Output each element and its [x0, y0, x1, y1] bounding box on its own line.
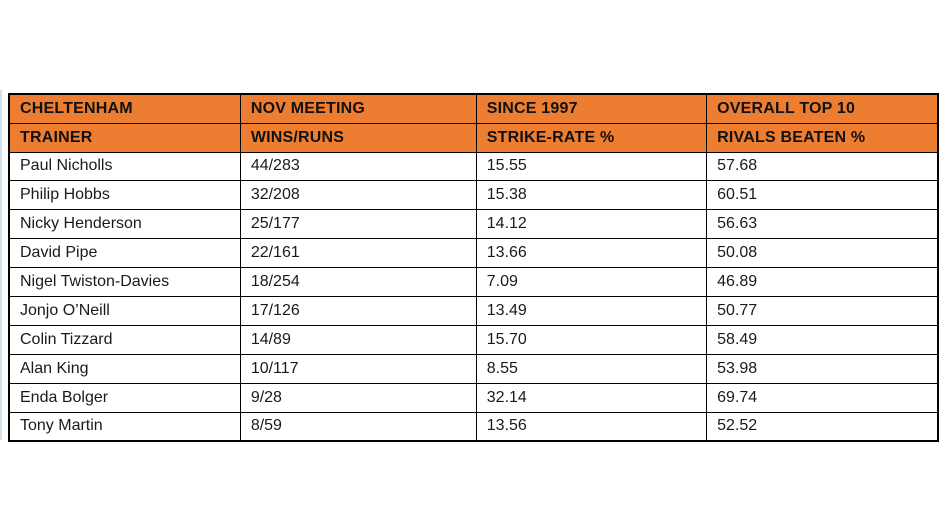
table-row: Jonjo O’Neill 17/126 13.49 50.77 — [8, 295, 939, 326]
rivals-beaten-cell: 69.74 — [706, 382, 939, 413]
trainer-cell: David Pipe — [8, 238, 241, 269]
wins-runs-cell: 14/89 — [239, 324, 477, 355]
header-row-columns: TRAINER WINS/RUNS STRIKE-RATE % RIVALS B… — [8, 122, 939, 153]
header-cheltenham: CHELTENHAM — [8, 93, 241, 124]
header-rivals-beaten: RIVALS BEATEN % — [706, 122, 939, 153]
wins-runs-cell: 17/126 — [239, 295, 477, 326]
rivals-beaten-cell: 53.98 — [706, 353, 939, 384]
header-since-1997: SINCE 1997 — [475, 93, 708, 124]
strike-rate-cell: 15.55 — [475, 151, 708, 182]
rivals-beaten-cell: 58.49 — [706, 324, 939, 355]
strike-rate-cell: 32.14 — [475, 382, 708, 413]
wins-runs-cell: 22/161 — [239, 238, 477, 269]
header-overall-top10: OVERALL TOP 10 — [706, 93, 939, 124]
trainer-cell: Nicky Henderson — [8, 209, 241, 240]
strike-rate-cell: 8.55 — [475, 353, 708, 384]
trainer-cell: Jonjo O’Neill — [8, 295, 241, 326]
trainer-cell: Enda Bolger — [8, 382, 241, 413]
trainer-cell: Colin Tizzard — [8, 324, 241, 355]
table-body: Paul Nicholls 44/283 15.55 57.68 Philip Hobb… — [8, 151, 939, 442]
strike-rate-cell: 14.12 — [475, 209, 708, 240]
wins-runs-cell: 8/59 — [239, 411, 477, 442]
strike-rate-cell: 7.09 — [475, 267, 708, 297]
wins-runs-cell: 9/28 — [239, 382, 477, 413]
rivals-beaten-cell: 50.77 — [706, 295, 939, 326]
rivals-beaten-cell: 52.52 — [706, 411, 939, 442]
wins-runs-cell: 44/283 — [239, 151, 477, 182]
table-header: CHELTENHAM NOV MEETING SINCE 1997 OVERAL… — [8, 93, 939, 153]
trainer-cell: Nigel Twiston-Davies — [8, 267, 241, 297]
table-row: Nigel Twiston-Davies 18/254 7.09 46.89 — [8, 267, 939, 297]
trainer-cell: Tony Martin — [8, 411, 241, 442]
rivals-beaten-cell: 56.63 — [706, 209, 939, 240]
table-row: David Pipe 22/161 13.66 50.08 — [8, 238, 939, 269]
rivals-beaten-cell: 50.08 — [706, 238, 939, 269]
rivals-beaten-cell: 46.89 — [706, 267, 939, 297]
trainer-cell: Philip Hobbs — [8, 180, 241, 211]
header-nov-meeting: NOV MEETING — [239, 93, 477, 124]
table-row: Alan King 10/117 8.55 53.98 — [8, 353, 939, 384]
table-row: Colin Tizzard 14/89 15.70 58.49 — [8, 324, 939, 355]
header-trainer: TRAINER — [8, 122, 241, 153]
table-row: Enda Bolger 9/28 32.14 69.74 — [8, 382, 939, 413]
wins-runs-cell: 32/208 — [239, 180, 477, 211]
wins-runs-cell: 18/254 — [239, 267, 477, 297]
trainer-stats-table-container: CHELTENHAM NOV MEETING SINCE 1997 OVERAL… — [8, 93, 939, 442]
strike-rate-cell: 13.49 — [475, 295, 708, 326]
strike-rate-cell: 15.70 — [475, 324, 708, 355]
wins-runs-cell: 25/177 — [239, 209, 477, 240]
table-row: Philip Hobbs 32/208 15.38 60.51 — [8, 180, 939, 211]
header-strike-rate: STRIKE-RATE % — [475, 122, 708, 153]
strike-rate-cell: 13.56 — [475, 411, 708, 442]
strike-rate-cell: 15.38 — [475, 180, 708, 211]
header-row-meeting: CHELTENHAM NOV MEETING SINCE 1997 OVERAL… — [8, 93, 939, 124]
table-row: Nicky Henderson 25/177 14.12 56.63 — [8, 209, 939, 240]
header-wins-runs: WINS/RUNS — [239, 122, 477, 153]
strike-rate-cell: 13.66 — [475, 238, 708, 269]
table-row: Paul Nicholls 44/283 15.55 57.68 — [8, 151, 939, 182]
trainer-cell: Paul Nicholls — [8, 151, 241, 182]
trainer-stats-table: CHELTENHAM NOV MEETING SINCE 1997 OVERAL… — [8, 93, 939, 442]
trainer-cell: Alan King — [8, 353, 241, 384]
table-row: Tony Martin 8/59 13.56 52.52 — [8, 411, 939, 442]
left-edge-artifact — [0, 90, 2, 440]
wins-runs-cell: 10/117 — [239, 353, 477, 384]
rivals-beaten-cell: 57.68 — [706, 151, 939, 182]
rivals-beaten-cell: 60.51 — [706, 180, 939, 211]
